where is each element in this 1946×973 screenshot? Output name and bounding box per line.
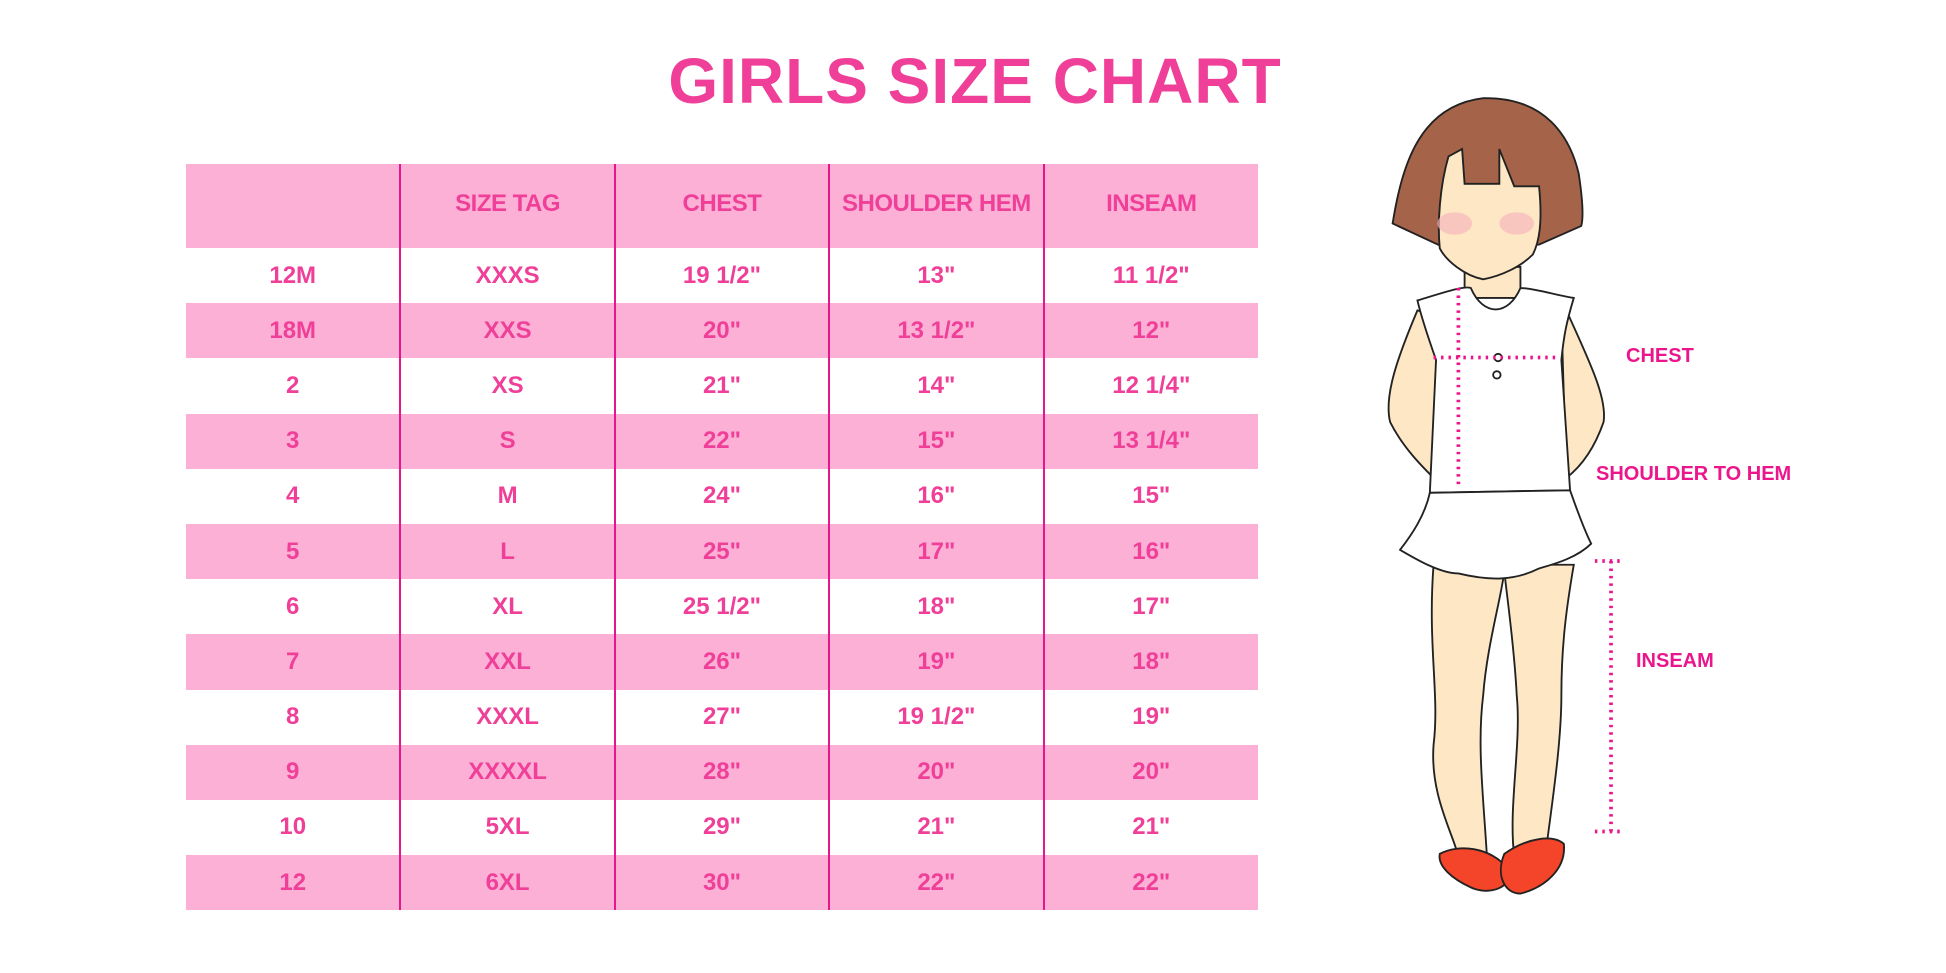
page-title: GIRLS SIZE CHART — [668, 45, 1282, 117]
table-cell: 22" — [828, 855, 1044, 911]
table-cell: XXL — [399, 634, 615, 690]
table-cell: 29" — [613, 799, 830, 856]
table-cell: 3 — [186, 413, 401, 469]
table-cell: 18" — [1042, 634, 1258, 690]
shoulder-to-hem-label: SHOULDER TO HEM — [1596, 463, 1792, 485]
table-row: 2 XS 21" 14" 12 1/4" — [186, 358, 1258, 414]
table-cell: 17" — [828, 523, 1044, 580]
left-arm — [1387, 309, 1439, 481]
button — [1492, 370, 1502, 380]
table-cell: XXS — [399, 303, 615, 359]
table-cell: 18" — [828, 579, 1044, 635]
table-row: 4 M 24" 16" 15" — [186, 468, 1258, 524]
table-cell: 12 — [186, 855, 401, 911]
right-shoe — [1499, 837, 1565, 895]
table-cell: 13 1/2" — [828, 303, 1044, 359]
table-cell: 19 1/2" — [828, 689, 1044, 745]
table-cell: 16" — [1042, 523, 1258, 580]
dress-top — [1416, 286, 1575, 494]
table-cell: 10 — [279, 813, 307, 841]
table-cell: XXXL — [399, 689, 615, 745]
table-cell: 9 — [186, 744, 401, 800]
table-cell: 25" — [613, 523, 830, 580]
legs — [1430, 563, 1575, 858]
table-cell: M — [399, 468, 615, 524]
table-cell: 22" — [613, 413, 830, 469]
table-row: 9 XXXXL 28" 20" 20" — [186, 744, 1258, 800]
table-cell: 5 — [186, 523, 401, 580]
header-cell: SHOULDER HEM — [828, 164, 1044, 248]
table-cell: 30" — [613, 855, 830, 911]
table-cell: 12 1/4" — [1042, 358, 1258, 414]
table-cell: 19 1/2" — [613, 248, 830, 304]
table-cell: 21" — [613, 358, 830, 414]
table-cell: L — [399, 523, 615, 580]
table-cell: 21" — [828, 799, 1044, 856]
table-row: 7 XXL 26" 19" 18" — [186, 634, 1258, 690]
table-cell: 11 1/2" — [1042, 248, 1258, 304]
table-cell: 21" — [1042, 799, 1258, 856]
table-cell: XXXXL — [399, 744, 615, 800]
table-cell: 20" — [1042, 744, 1258, 800]
table-cell: 26" — [613, 634, 830, 690]
table-cell: 19" — [1042, 689, 1258, 745]
table-row: 3 S 22" 15" 13 1/4" — [186, 413, 1258, 469]
table-cell: 15" — [1042, 468, 1258, 524]
table-cell: XL — [399, 579, 615, 635]
table-cell: 4 — [286, 482, 300, 510]
table-cell: 14" — [828, 358, 1044, 414]
table-cell: XS — [399, 358, 615, 414]
header-cell: SIZE TAG — [399, 164, 615, 248]
table-cell: 13" — [828, 248, 1044, 304]
table-row: 8 XXXL 27" 19 1/2" 19" — [186, 689, 1258, 745]
header-cell: CHEST — [613, 164, 830, 248]
table-header-row: SIZE TAG CHEST SHOULDER HEM INSEAM — [186, 164, 1258, 248]
table-cell: 24" — [613, 468, 830, 524]
right-cheek — [1499, 212, 1535, 235]
table-row: 5 L 25" 17" 16" — [186, 523, 1258, 580]
table-cell: 6XL — [399, 855, 615, 911]
table-cell: 12" — [1042, 303, 1258, 359]
table-row: 18M XXS 20" 13 1/2" 12" — [186, 303, 1258, 359]
table-cell: 5XL — [399, 799, 615, 856]
left-cheek — [1437, 212, 1473, 235]
table-cell: 18M — [186, 303, 401, 359]
chest-label: CHEST — [1626, 345, 1694, 367]
table-cell: 16" — [828, 468, 1044, 524]
left-shoe — [1438, 847, 1510, 892]
table-cell: S — [399, 413, 615, 469]
table-cell: 7 — [186, 634, 401, 690]
child-figure-illustration — [1387, 97, 1620, 895]
table-cell: 20" — [828, 744, 1044, 800]
table-cell: 27" — [613, 689, 830, 745]
inseam-label: INSEAM — [1636, 650, 1714, 672]
table-row: 6 XL 25 1/2" 18" 17" — [186, 579, 1258, 635]
table-cell: 25 1/2" — [613, 579, 830, 635]
table-row: 12 6XL 30" 22" 22" — [186, 855, 1258, 911]
table-cell: 12M — [269, 261, 317, 289]
table-cell: 28" — [613, 744, 830, 800]
header-cell: INSEAM — [1042, 164, 1258, 248]
table-cell: 8 — [286, 703, 300, 731]
size-table: SIZE TAG CHEST SHOULDER HEM INSEAM 12M XX… — [186, 164, 1258, 911]
table-cell: 20" — [613, 303, 830, 359]
right-arm — [1560, 308, 1605, 480]
table-cell: 2 — [286, 371, 300, 399]
table-row: 12M XXXS 19 1/2" 13" 11 1/2" — [186, 248, 1258, 304]
table-cell: 13 1/4" — [1042, 413, 1258, 469]
table-cell: 19" — [828, 634, 1044, 690]
table-cell: 15" — [828, 413, 1044, 469]
table-row: 10 5XL 29" 21" 21" — [186, 799, 1258, 856]
dress-skirt — [1398, 489, 1593, 580]
table-cell: 6 — [286, 592, 300, 620]
header-cell — [186, 164, 401, 248]
table-cell: 17" — [1042, 579, 1258, 635]
table-cell: 22" — [1042, 855, 1258, 911]
table-cell: XXXS — [399, 248, 615, 304]
